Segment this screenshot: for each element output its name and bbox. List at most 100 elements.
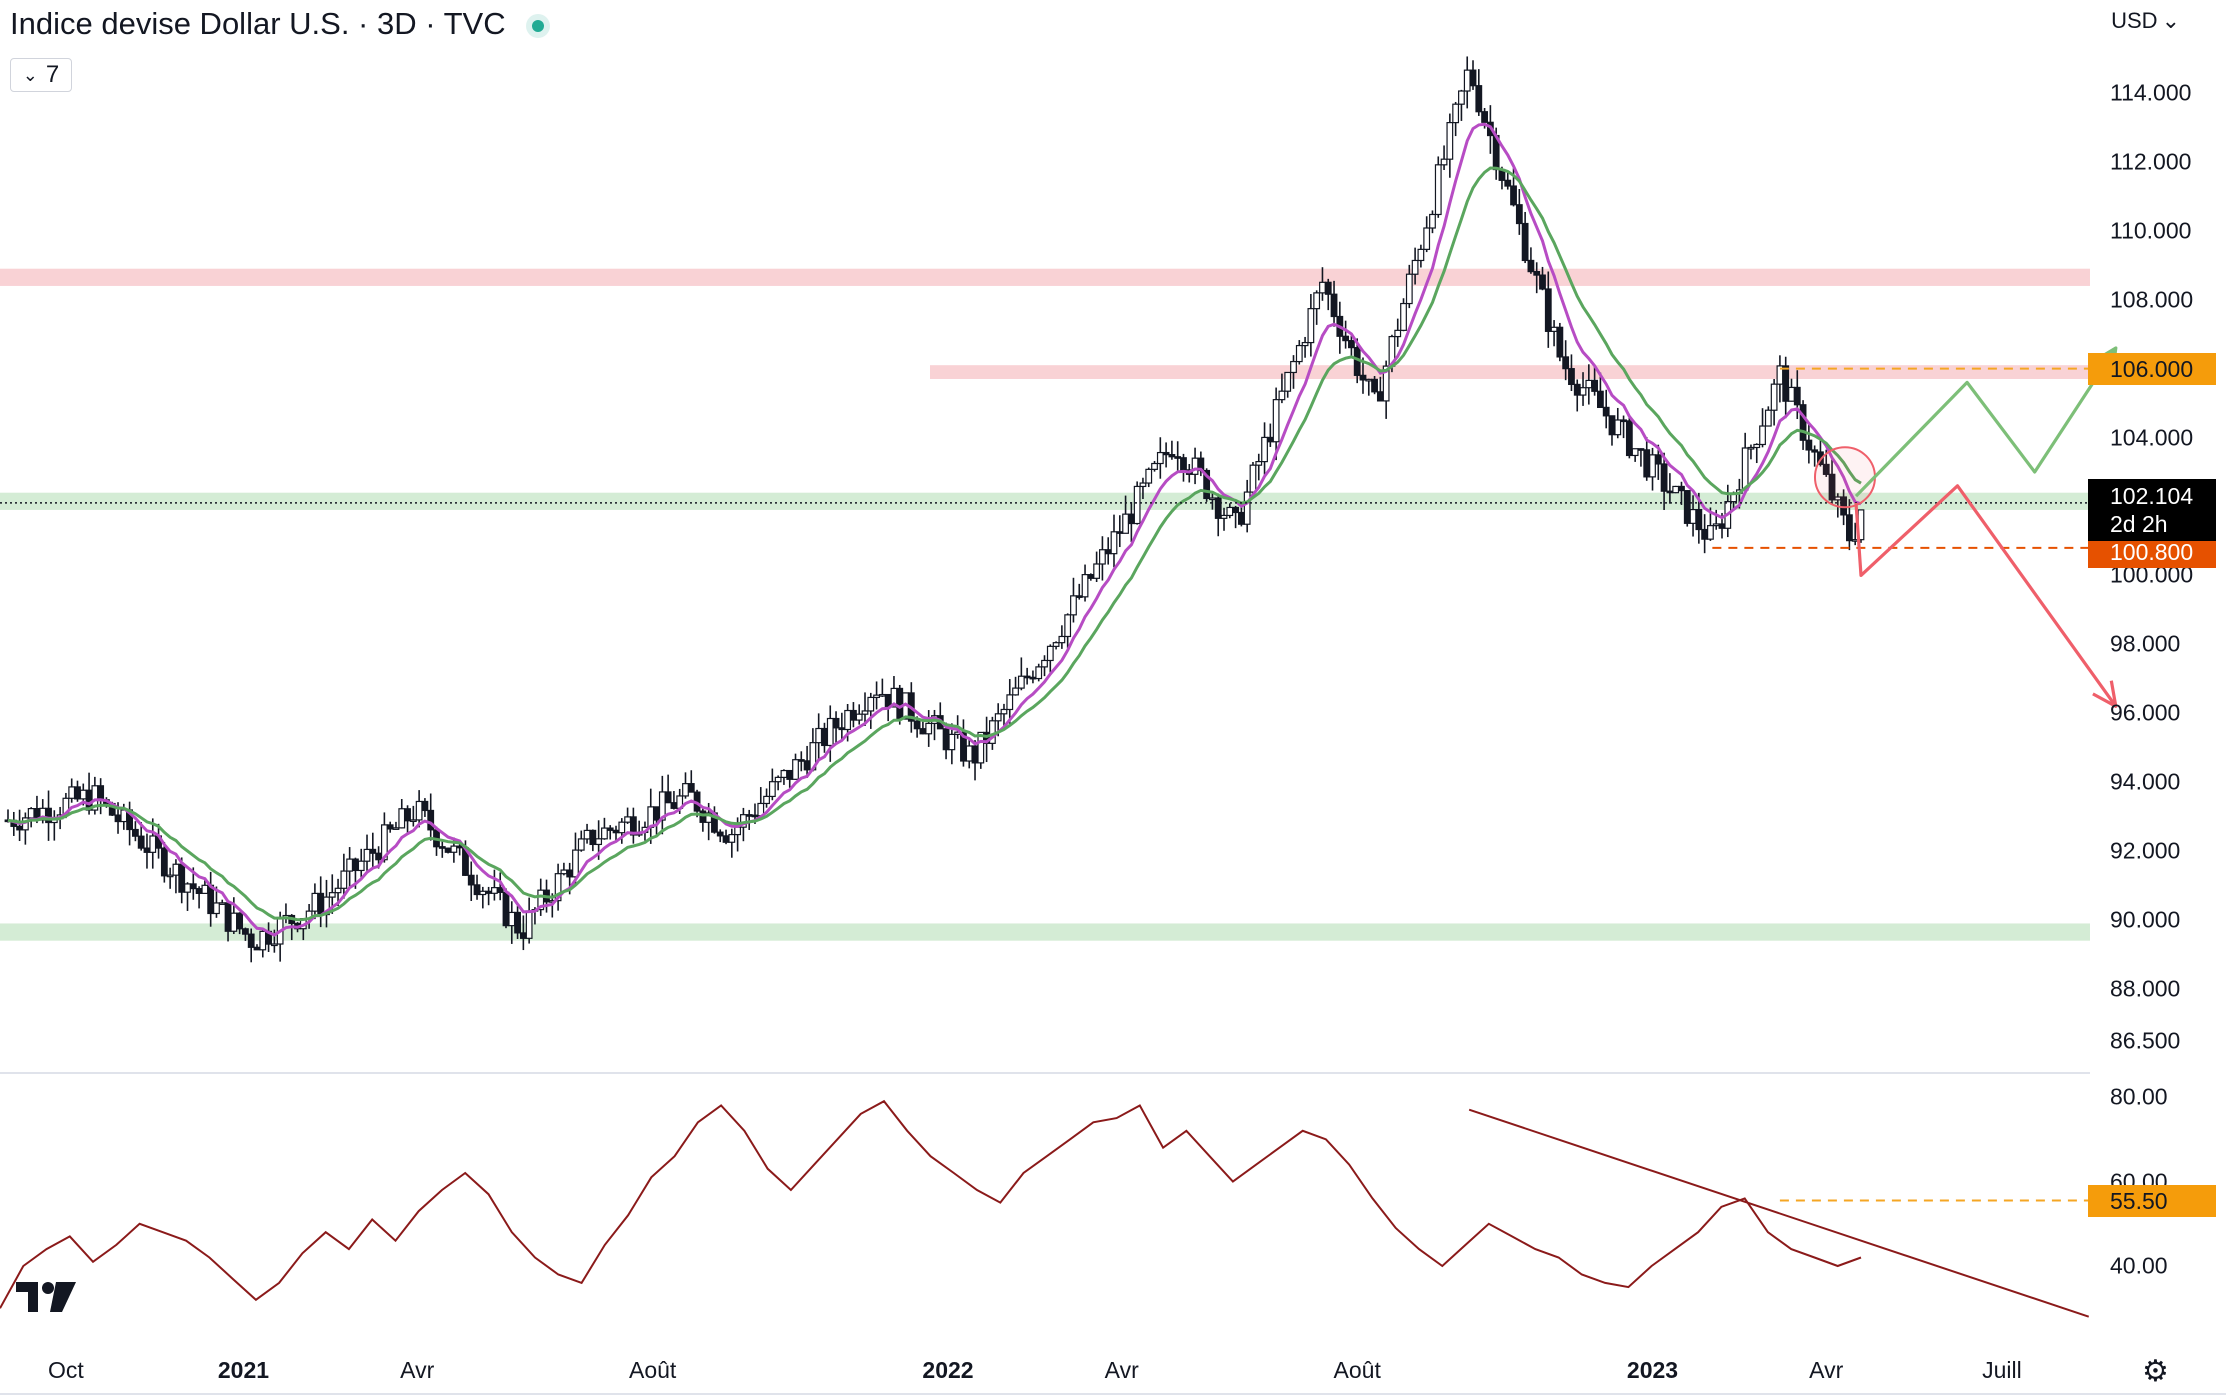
candle	[699, 810, 707, 823]
candle	[942, 728, 950, 751]
candle	[1822, 463, 1830, 475]
candle	[352, 858, 359, 872]
price-axis-label: 86.500	[2110, 1027, 2181, 1054]
candle	[496, 887, 504, 893]
support-zone	[0, 492, 2090, 510]
candle	[1099, 549, 1106, 565]
candle	[1562, 356, 1570, 370]
candle	[1110, 531, 1118, 555]
candle	[1637, 448, 1645, 451]
candle	[1017, 675, 1025, 689]
candle	[1278, 390, 1286, 401]
candle	[670, 802, 678, 809]
price-axis-label: 96.000	[2110, 699, 2181, 726]
settings-gear-icon[interactable]: ⚙	[2142, 1355, 2169, 1388]
candle	[919, 728, 927, 735]
indicators-toggle-button[interactable]: ⌄ 7	[10, 58, 72, 92]
time-axis-label: Août	[629, 1357, 677, 1383]
candle	[977, 731, 985, 764]
candle	[421, 800, 429, 812]
candle	[682, 783, 689, 797]
candle	[346, 858, 354, 872]
rsi-axis-label: 40.00	[2110, 1252, 2168, 1279]
price-axis-label: 108.000	[2110, 286, 2194, 313]
candle	[525, 910, 533, 939]
candle	[572, 849, 579, 878]
candle	[1718, 523, 1726, 529]
candle	[502, 891, 510, 927]
candle	[1342, 335, 1350, 342]
candle	[1371, 378, 1378, 393]
candle	[826, 717, 834, 747]
candle	[1243, 491, 1251, 525]
ma-slow-line	[7, 166, 1862, 922]
candle	[415, 800, 423, 821]
price-axis-label: 112.000	[2110, 148, 2192, 175]
candle	[444, 847, 452, 853]
bearish-scenario-arrowhead	[2092, 680, 2118, 708]
candle	[404, 808, 411, 822]
currency-label: USD	[2111, 8, 2158, 33]
candle	[1597, 390, 1604, 409]
level-price-tag: 106.000	[2088, 352, 2216, 385]
time-axis-label: Oct	[48, 1357, 84, 1383]
candle	[1440, 158, 1448, 166]
price-axis-label: 90.000	[2110, 906, 2181, 933]
candle	[1087, 574, 1095, 579]
candle	[1168, 454, 1176, 458]
candle	[878, 693, 886, 697]
candle	[1174, 456, 1182, 459]
candle	[514, 911, 521, 934]
candle	[74, 786, 81, 800]
candle	[27, 808, 35, 819]
candle	[716, 831, 724, 837]
candle	[79, 789, 87, 800]
candle	[595, 838, 603, 846]
currency-selector[interactable]: USD ⌄	[2111, 8, 2180, 34]
candle	[1348, 340, 1355, 349]
candle	[1116, 531, 1124, 534]
candle	[554, 873, 562, 902]
candle	[566, 869, 574, 878]
candle	[1649, 454, 1656, 478]
candle	[1180, 457, 1187, 471]
candle	[850, 709, 857, 721]
candle	[1608, 415, 1616, 436]
candle	[786, 769, 794, 780]
market-status-dot	[531, 19, 544, 32]
candle	[479, 890, 487, 896]
candle	[473, 884, 481, 896]
candle	[1382, 365, 1390, 402]
candle	[797, 759, 805, 762]
candle	[1237, 511, 1245, 525]
candle	[172, 863, 180, 876]
candle	[624, 816, 631, 823]
candle	[583, 829, 591, 840]
candle	[1573, 383, 1581, 396]
candle	[1533, 271, 1541, 276]
indicator-count: 7	[45, 61, 60, 88]
candle	[1070, 595, 1077, 616]
candle	[1006, 694, 1014, 711]
candle	[792, 759, 799, 780]
candle	[1319, 281, 1326, 294]
candle	[1544, 288, 1552, 332]
candle	[1660, 463, 1668, 492]
candle	[873, 694, 880, 699]
candle	[218, 902, 226, 905]
candle	[589, 829, 597, 846]
bullish-scenario-path	[1854, 347, 2118, 498]
candle	[1585, 379, 1593, 389]
candle	[143, 847, 151, 853]
candle	[1400, 302, 1407, 331]
last-price-tag: 102.104 2d 2h	[2088, 478, 2216, 541]
candle	[867, 696, 875, 712]
candle	[1417, 248, 1425, 262]
resistance-zone	[0, 268, 2090, 286]
candle	[1828, 473, 1836, 501]
candle	[409, 819, 417, 823]
candle	[491, 887, 498, 894]
candle	[1133, 485, 1141, 525]
candle	[1701, 528, 1709, 540]
